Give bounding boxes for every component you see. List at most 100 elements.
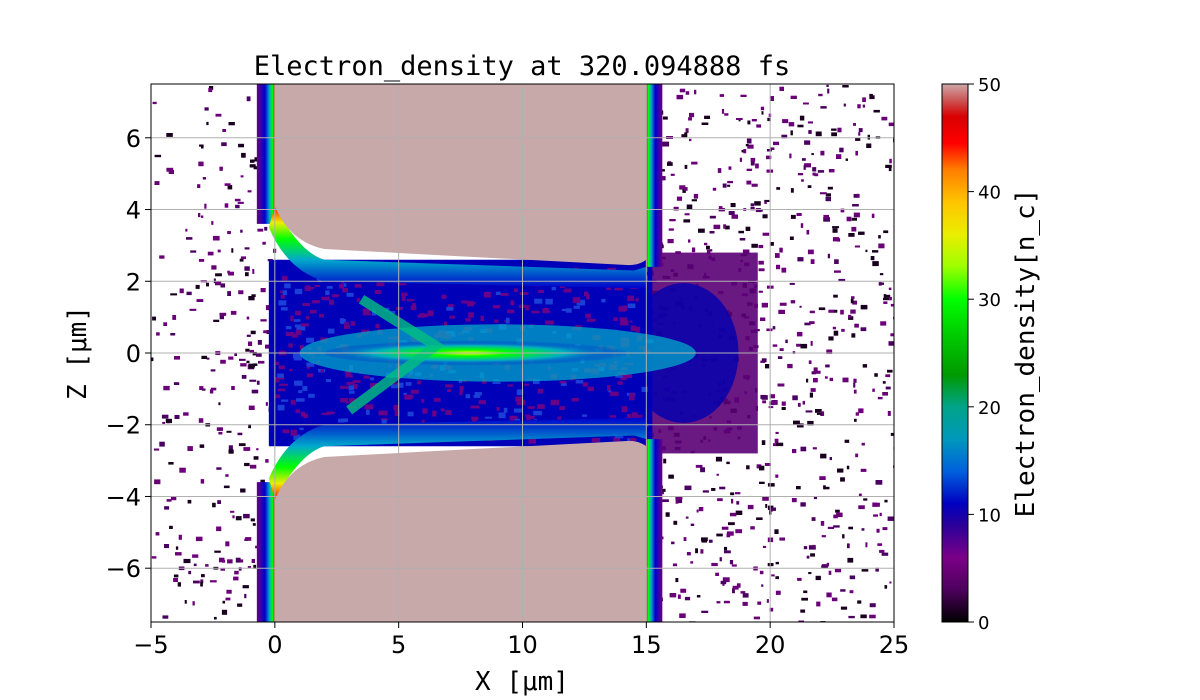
noise-speck <box>215 273 222 277</box>
channel-speck <box>288 343 293 348</box>
channel-speck <box>295 310 301 316</box>
noise-speck <box>750 207 755 211</box>
channel-speck <box>615 436 624 439</box>
noise-speck <box>679 88 686 93</box>
channel-speck <box>459 386 464 390</box>
noise-speck <box>855 412 859 416</box>
channel-speck <box>498 412 506 419</box>
channel-speck <box>393 405 399 411</box>
noise-speck <box>758 268 765 272</box>
noise-speck <box>735 492 741 495</box>
noise-speck <box>206 357 210 360</box>
channel-speck <box>613 317 618 322</box>
noise-speck <box>675 499 679 504</box>
noise-speck <box>726 461 730 465</box>
channel-speck <box>401 295 406 302</box>
noise-speck <box>820 150 825 156</box>
noise-speck <box>858 493 862 497</box>
noise-speck <box>837 127 842 133</box>
noise-speck <box>766 328 773 332</box>
noise-speck <box>234 352 237 356</box>
noise-speck <box>192 601 195 606</box>
channel-speck <box>445 410 452 415</box>
noise-speck <box>166 167 174 172</box>
noise-speck <box>224 183 231 186</box>
noise-speck <box>754 201 761 206</box>
noise-speck <box>265 402 268 406</box>
noise-speck <box>188 570 192 575</box>
noise-speck <box>240 488 246 493</box>
noise-speck <box>756 517 763 520</box>
channel-speck <box>447 389 452 392</box>
noise-speck <box>690 561 694 564</box>
noise-speck <box>883 297 890 301</box>
noise-speck <box>746 138 752 144</box>
noise-speck <box>807 185 812 188</box>
channel-speck <box>381 419 387 426</box>
noise-speck <box>848 233 855 237</box>
noise-speck <box>840 606 848 610</box>
noise-speck <box>245 348 250 352</box>
noise-speck <box>800 502 806 507</box>
channel-speck <box>484 292 491 298</box>
channel-speck <box>509 415 518 421</box>
channel-speck <box>503 407 508 413</box>
channel-speck <box>285 332 294 337</box>
noise-speck <box>884 499 888 503</box>
noise-speck <box>195 536 203 542</box>
channel-speck <box>302 303 310 306</box>
channel-speck <box>304 285 311 291</box>
noise-speck <box>221 142 227 147</box>
noise-speck <box>885 374 891 378</box>
channel-speck <box>610 391 619 397</box>
noise-speck <box>750 526 755 530</box>
noise-speck <box>764 463 771 466</box>
noise-speck <box>877 543 883 546</box>
noise-speck <box>715 572 719 576</box>
noise-speck <box>151 357 154 362</box>
noise-speck <box>751 243 758 248</box>
noise-speck <box>803 590 808 594</box>
y-tick-label: 2 <box>126 268 141 296</box>
noise-speck <box>853 194 860 198</box>
noise-speck <box>730 492 735 496</box>
channel-speck <box>473 394 481 398</box>
channel-speck <box>376 282 385 287</box>
noise-speck <box>799 305 802 308</box>
channel-speck <box>460 389 464 393</box>
noise-speck <box>670 173 675 176</box>
noise-speck <box>241 152 246 158</box>
channel-speck <box>369 383 379 388</box>
noise-speck <box>213 319 220 322</box>
noise-speck <box>669 219 676 222</box>
noise-speck <box>740 591 746 594</box>
noise-speck <box>798 620 804 622</box>
x-tick-label: 25 <box>879 631 910 659</box>
channel-speck <box>525 307 530 311</box>
channel-speck <box>329 299 334 305</box>
noise-speck <box>173 382 180 385</box>
channel-speck <box>280 307 287 311</box>
channel-speck <box>344 321 349 325</box>
noise-speck <box>743 149 747 154</box>
noise-speck <box>879 549 885 553</box>
colorbar-ticks: 0 10 20 30 40 50 <box>968 75 1001 634</box>
channel-speck <box>484 416 492 419</box>
noise-speck <box>231 248 234 253</box>
noise-speck <box>874 373 878 377</box>
noise-speck <box>882 527 888 531</box>
noise-speck <box>872 250 879 253</box>
noise-speck <box>836 154 842 159</box>
noise-speck <box>174 415 180 419</box>
noise-speck <box>168 462 174 465</box>
channel-speck <box>635 326 641 333</box>
noise-speck <box>742 601 748 606</box>
noise-speck <box>879 512 882 517</box>
noise-speck <box>700 467 705 473</box>
noise-speck <box>827 526 835 529</box>
noise-speck <box>747 120 751 125</box>
noise-speck <box>862 364 868 368</box>
channel-speck <box>277 373 284 378</box>
noise-speck <box>804 322 811 326</box>
noise-speck <box>756 464 762 469</box>
